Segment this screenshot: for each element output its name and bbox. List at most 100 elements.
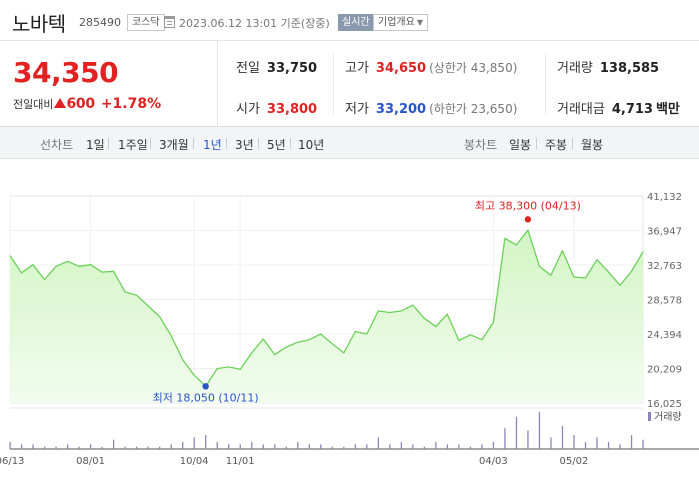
volume-bar (538, 412, 541, 449)
volume-bar (193, 437, 195, 449)
candle-daily[interactable]: 일봉 (509, 138, 532, 152)
volume-bar (297, 442, 299, 449)
period-bar: 선차트 1일 1주일 3개월 1년 3년 5년 10년 봉차트 일봉 주봉 월봉 (0, 127, 699, 159)
volume-bar (205, 435, 207, 449)
open: 시가 33,800 (236, 98, 317, 117)
upper-limit: (상한가 43,850) (429, 61, 518, 75)
up-arrow-icon (54, 98, 67, 108)
divider (333, 53, 334, 115)
volume-bar (423, 446, 426, 449)
candle-chart-label: 봉차트 (464, 138, 498, 152)
volume-bar (320, 444, 322, 449)
divider (193, 138, 194, 149)
volume-bar (136, 446, 138, 449)
x-tick-label: 05/02 (560, 456, 589, 467)
period-3y[interactable]: 3년 (235, 138, 254, 152)
prev-close: 전일 33,750 (236, 57, 317, 76)
period-1y[interactable]: 1년 (203, 138, 222, 152)
volume-bar (366, 444, 368, 449)
candle-monthly[interactable]: 월봉 (581, 138, 604, 152)
period-1w[interactable]: 1주일 (118, 138, 148, 152)
volume-bar (308, 444, 310, 449)
volume-bar (285, 446, 287, 449)
volume-bar (400, 442, 403, 449)
price-area (10, 230, 643, 403)
volume-bar (124, 446, 126, 449)
volume-bar (239, 444, 241, 449)
amount-label: 거래대금 (557, 102, 605, 117)
volume-bar (274, 444, 276, 449)
volume: 거래량 138,585 (557, 57, 659, 76)
open-label: 시가 (236, 102, 260, 117)
volume-value: 138,585 (599, 61, 660, 76)
volume-bar (112, 439, 115, 449)
divider (536, 138, 537, 149)
amount-unit: 백만 (655, 102, 680, 117)
volume-bar (584, 442, 587, 449)
x-tick-label: 10/04 (180, 456, 209, 467)
volume-bar (170, 444, 172, 449)
divider (108, 138, 109, 149)
volume-legend-swatch (648, 412, 651, 421)
candle-weekly[interactable]: 주봉 (545, 138, 568, 152)
lower-limit: (하한가 23,650) (429, 102, 518, 116)
volume-bar (515, 416, 518, 449)
volume-label: 거래량 (654, 411, 682, 423)
x-tick-label: 11/01 (226, 456, 255, 467)
stock-code: 285490 (79, 16, 121, 29)
calendar-icon (164, 16, 175, 28)
volume-bar (9, 442, 11, 449)
change-row: 전일대비 600 +1.78% (13, 96, 161, 112)
prev-close-value: 33,750 (266, 61, 318, 76)
period-3m[interactable]: 3개월 (159, 138, 189, 152)
amount-value: 4,713 (611, 102, 653, 117)
x-tick-label: 08/01 (76, 456, 105, 467)
volume-bar (228, 444, 230, 449)
stock-header: 노바텍 285490 코스닥 2023.06.12 13:01 기준(장중) 실… (0, 0, 699, 40)
volume-bar (377, 437, 379, 449)
volume-bar (642, 439, 644, 449)
y-tick-label: 32,763 (647, 261, 682, 272)
volume-bar (527, 430, 529, 449)
open-value: 33,800 (266, 102, 318, 117)
divider (545, 53, 546, 115)
high-value: 34,650 (375, 61, 427, 76)
volume-bar (251, 442, 253, 449)
period-1d[interactable]: 1일 (86, 138, 105, 152)
stock-name: 노바텍 (12, 12, 66, 36)
high-label: 최고 38,300 (04/13) (475, 199, 581, 212)
volume-bar (458, 444, 460, 449)
y-tick-label: 41,132 (647, 192, 682, 203)
prev-close-label: 전일 (236, 61, 260, 76)
quote-datetime: 2023.06.12 13:01 기준(장중) (179, 17, 330, 30)
price-chart[interactable]: 41,132 36,947 32,763 28,578 24,394 20,209 16,0… (0, 160, 699, 483)
price-box: 34,350 전일대비 600 +1.78% (0, 41, 218, 127)
price-line (9, 229, 644, 387)
period-10y[interactable]: 10년 (298, 138, 325, 152)
current-price: 34,350 (13, 56, 119, 89)
volume-bar (101, 446, 103, 449)
volume-bar (389, 444, 391, 449)
volume-bar (331, 446, 333, 449)
volume-bar (55, 446, 57, 449)
volume-bar (412, 444, 414, 449)
day-low: 저가 33,200 (하한가 23,650) (345, 98, 517, 117)
x-tick-label: 06/13 (0, 456, 24, 467)
low-label: 저가 (345, 102, 369, 117)
trade-amount: 거래대금 4,713 백만 (557, 98, 680, 117)
day-high: 고가 34,650 (상한가 43,850) (345, 57, 517, 76)
chevron-down-icon: ▼ (416, 18, 423, 27)
low-label: 최저 18,050 (10/11) (153, 391, 259, 404)
volume-bar (607, 442, 610, 449)
volume-bar (32, 444, 34, 449)
volume-bar (216, 442, 218, 449)
realtime-badge[interactable]: 실시간 (338, 14, 374, 31)
company-info-button[interactable]: 기업개요 ▼ (373, 14, 428, 31)
volume-bar (469, 446, 472, 449)
change-percent: +1.78% (100, 96, 162, 112)
divider (258, 138, 259, 149)
period-5y[interactable]: 5년 (267, 138, 286, 152)
y-tick-label: 24,394 (647, 330, 682, 341)
volume-bar (78, 446, 80, 449)
volume-bar (159, 446, 161, 449)
